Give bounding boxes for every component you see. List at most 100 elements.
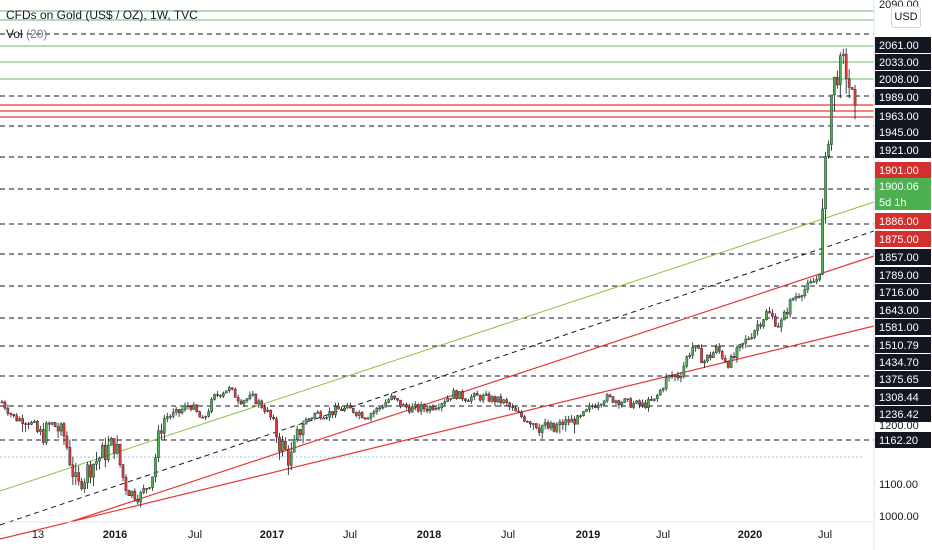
candle-body <box>853 89 857 106</box>
candle-body <box>534 423 538 428</box>
candle-body <box>679 376 683 379</box>
price-tick-label: 1100.00 <box>879 479 918 491</box>
candle-body <box>434 407 438 410</box>
candle-body <box>526 420 529 423</box>
price-label-bg <box>875 406 931 422</box>
candle-body <box>334 406 337 416</box>
candle-body <box>440 403 444 408</box>
candle-body <box>762 319 765 327</box>
candle-body <box>647 399 650 408</box>
candle-body <box>744 338 748 344</box>
candle-body <box>552 422 556 432</box>
chart-title: CFDs on Gold (US$ / OZ), 1W, TVC <box>6 8 198 22</box>
price-levels <box>0 10 874 458</box>
candle-body <box>428 406 432 412</box>
candle-body <box>753 330 756 338</box>
candle-body <box>644 402 647 408</box>
currency-badge[interactable]: USD <box>891 6 921 28</box>
candle-body <box>446 398 450 402</box>
candle-body <box>310 417 314 420</box>
price-axis[interactable]: 2090.00 2061.00 2033.00 2008.00 1989.00 1963.… <box>873 0 932 550</box>
candle-body <box>422 404 426 410</box>
candle-body <box>165 416 169 419</box>
price-label: 2033.00 <box>879 57 919 69</box>
candle-body <box>585 409 588 412</box>
time-axis[interactable]: 13 2016 Jul 2017 Jul 2018 Jul 2019 Jul 2020 Jul <box>0 521 874 541</box>
candle-body <box>44 422 48 443</box>
price-label-bg <box>875 178 931 194</box>
candle-body <box>658 389 662 396</box>
candle-body <box>177 409 181 414</box>
price-label: 1789.00 <box>879 270 919 282</box>
candle-body <box>735 347 739 358</box>
candle-body <box>540 424 544 433</box>
price-label-bg <box>875 432 931 448</box>
candle-body <box>543 422 547 426</box>
trendline-red-shallow <box>0 325 875 540</box>
candle-body <box>133 490 137 500</box>
trendline-dashed <box>0 230 875 526</box>
candle-body <box>180 409 184 414</box>
candle-body <box>821 208 824 275</box>
candle-body <box>95 460 98 465</box>
candle-body <box>83 482 86 489</box>
price-label: 1963.00 <box>879 111 919 123</box>
candle-body <box>493 396 497 403</box>
candle-body <box>514 407 517 412</box>
price-label: 1643.00 <box>879 305 919 317</box>
candle-body <box>24 423 27 425</box>
candle-body <box>632 403 635 408</box>
candle-body <box>316 411 320 414</box>
candle-body <box>260 400 264 408</box>
candle-body <box>124 477 128 491</box>
candle-body <box>275 418 278 438</box>
candle-body <box>788 299 792 315</box>
price-label: 1886.00 <box>879 216 919 228</box>
candle-body <box>782 311 786 321</box>
time-tick-label: 2019 <box>576 529 600 541</box>
candle-body <box>815 279 818 282</box>
candle-body <box>653 398 656 401</box>
candle-body <box>236 397 240 402</box>
candle-body <box>717 346 721 352</box>
candle-body <box>307 418 311 420</box>
price-label: 1857.00 <box>879 252 919 264</box>
candle-body <box>449 398 452 400</box>
price-label: 2008.00 <box>879 74 919 86</box>
candle-body <box>272 416 275 419</box>
price-label-bg <box>875 142 931 158</box>
price-label-bg <box>875 371 931 387</box>
candle-body <box>136 498 140 503</box>
candle-body <box>384 402 388 408</box>
candle-body <box>588 405 591 410</box>
candle-body <box>561 421 565 425</box>
candle-body <box>410 406 414 413</box>
volume-indicator-label[interactable]: Vol (20) <box>6 27 47 41</box>
time-tick-label: 2017 <box>260 529 284 541</box>
candle-body <box>464 398 467 401</box>
candle-body <box>484 393 488 396</box>
candle-body <box>42 429 45 443</box>
candle-body <box>508 402 511 408</box>
price-label: 1236.42 <box>879 409 919 421</box>
price-label-bg <box>875 337 931 353</box>
candle-body <box>402 404 405 407</box>
candle-body <box>765 311 768 320</box>
candle-body <box>281 441 284 452</box>
price-label: 1921.00 <box>879 145 919 157</box>
candle-body <box>6 407 10 414</box>
candle-body <box>154 457 157 478</box>
candle-body <box>142 488 145 493</box>
candle-body <box>523 416 526 422</box>
candle-body <box>118 444 122 465</box>
candle-body <box>340 408 343 411</box>
price-label: 1716.00 <box>879 287 919 299</box>
candle-body <box>12 413 16 416</box>
candle-body <box>89 464 92 478</box>
candle-body <box>511 406 514 409</box>
candle-body <box>287 449 290 466</box>
candle-body <box>56 426 60 432</box>
candle-body <box>709 354 712 358</box>
candle-body <box>121 464 125 478</box>
